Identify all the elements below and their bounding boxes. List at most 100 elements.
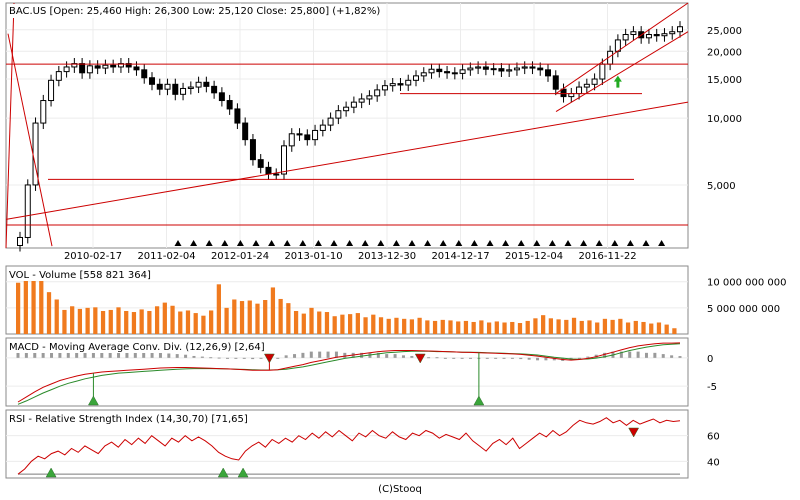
macd-line [17, 342, 681, 403]
volume-bar [85, 307, 90, 334]
candle-body [374, 89, 381, 97]
volume-bar [479, 320, 484, 334]
macd-histogram-bar [469, 357, 473, 359]
macd-histogram-bar [192, 355, 196, 358]
candle-body [576, 86, 583, 95]
macd-histogram-bar [603, 352, 607, 358]
rsi-header-bg [7, 411, 269, 425]
candle-body [265, 166, 272, 175]
macd-histogram-bar [167, 353, 171, 358]
period-marker-icon [470, 240, 478, 246]
candle-body [312, 129, 319, 141]
period-marker-icon [626, 240, 634, 246]
candle-body [343, 106, 350, 112]
macd-histogram-bar [24, 349, 28, 358]
macd-histogram-bar [16, 352, 20, 358]
macd-signal-line [17, 343, 681, 405]
candle-body [335, 110, 342, 119]
period-marker-icon [439, 240, 447, 246]
candle-body [288, 133, 295, 147]
volume-bar [587, 320, 592, 334]
volume-bar [93, 307, 98, 334]
price-y-tick-label: 10,000 [707, 114, 742, 125]
volume-bar [378, 317, 384, 334]
volume-bar [363, 317, 368, 334]
macd-histogram-bar [536, 357, 540, 361]
candle-body [397, 83, 404, 86]
candle-body [110, 64, 117, 68]
volume-header-bg [7, 267, 207, 281]
macd-y-tick-label: -5 [707, 382, 717, 393]
price-x-tick-label: 2012-01-24 [211, 251, 269, 262]
candle-body [234, 108, 241, 124]
candle-body [444, 71, 451, 74]
volume-bar [31, 272, 36, 334]
macd-histogram-bar [242, 357, 246, 359]
candle-body [537, 67, 544, 71]
macd-histogram-bar [485, 357, 489, 359]
period-marker-icon [205, 240, 213, 246]
credit: (C)Stooq [378, 484, 422, 495]
volume-panel: 5 000 000 000 10 000 000 000 VOL - Volume … [5, 265, 787, 335]
volume-bar [571, 317, 577, 334]
period-marker-icon [346, 240, 354, 246]
macd-y-tick-label: 0 [707, 354, 713, 365]
candle-body [211, 85, 218, 94]
volume-bar [618, 318, 623, 334]
volume-bar [409, 319, 415, 334]
macd-header-bg [7, 339, 275, 353]
candle-body [218, 92, 225, 102]
candle-body [552, 75, 559, 90]
candle-body [257, 159, 264, 168]
candle-body [172, 83, 179, 95]
candle-body [521, 66, 528, 69]
macd-histogram-bar [653, 352, 657, 358]
macd-histogram-bar [343, 352, 347, 358]
volume-bar [641, 321, 646, 334]
price-x-tick-label: 2015-12-04 [505, 251, 563, 262]
buy-arrow-icon [613, 75, 622, 88]
long-trend-line [5, 101, 689, 220]
candle-body [141, 69, 148, 79]
candle-body [389, 83, 396, 87]
period-marker-icon [283, 240, 291, 246]
macd-histogram-bar [209, 357, 213, 359]
volume-bar [108, 309, 113, 334]
volume-bar [595, 322, 600, 334]
candle-body [459, 69, 466, 74]
period-marker-icon [548, 240, 556, 246]
price-y-tick-label: 25,000 [707, 26, 742, 37]
volume-bar [340, 314, 345, 334]
candle-body [273, 173, 280, 176]
period-marker-icon [221, 240, 229, 246]
candle-body [226, 100, 233, 110]
macd-histogram-bar [510, 357, 514, 359]
volume-bar [664, 324, 669, 334]
macd-histogram-bar [276, 357, 280, 359]
steep-trend-line [5, 2, 15, 249]
volume-bar [286, 303, 291, 334]
macd-title: MACD - Moving Average Conv. Div. (12,26,… [9, 342, 265, 353]
channel-upper-line [555, 2, 689, 94]
candle-body [149, 77, 155, 85]
candle-body [513, 67, 520, 71]
volume-bar [541, 315, 546, 334]
price-panel: 5,000 10,000 15,000 20,000 25,000 2010-02-17 2… [5, 2, 742, 262]
macd-histogram-bar [309, 351, 313, 358]
price-x-tick-label: 2013-01-10 [284, 251, 342, 262]
volume-bar [332, 316, 337, 334]
volume-bar [209, 310, 214, 334]
period-marker-icon [408, 240, 416, 246]
rsi-line [17, 417, 681, 475]
price-plot-frame [5, 2, 689, 249]
volume-bar [394, 317, 399, 334]
candle-body [451, 72, 458, 75]
volume-bar [417, 317, 422, 334]
period-marker-icon [486, 240, 494, 246]
macd-histogram-bar [117, 352, 121, 358]
volume-bar [502, 322, 507, 334]
volume-bar [46, 292, 52, 334]
rsi-buy-signal-icon [237, 467, 249, 478]
macd-histogram-bar [670, 355, 674, 358]
period-marker-icon [392, 240, 400, 246]
